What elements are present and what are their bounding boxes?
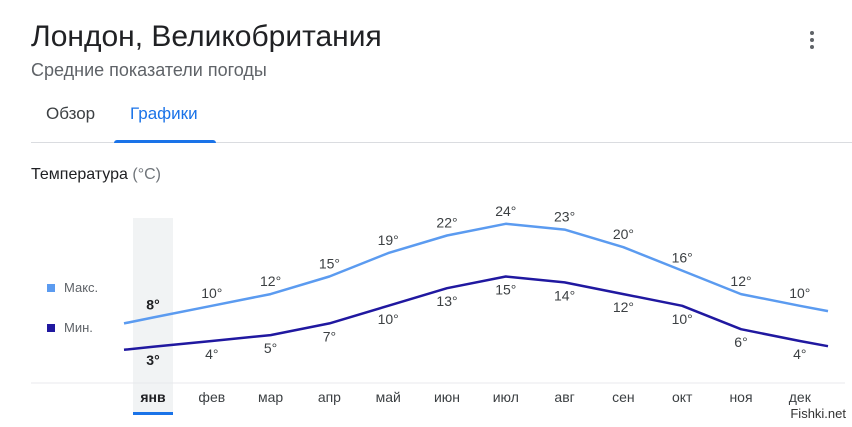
month-tick-label[interactable]: мар bbox=[258, 389, 283, 405]
month-tick-label[interactable]: дек bbox=[789, 389, 812, 405]
page-subtitle: Средние показатели погоды bbox=[31, 60, 267, 80]
min-value-label: 3° bbox=[146, 352, 159, 368]
min-value-label: 7° bbox=[323, 328, 336, 344]
active-tab-indicator bbox=[114, 140, 216, 143]
min-value-label: 4° bbox=[205, 346, 218, 362]
page-title: Лондон, Великобритания bbox=[31, 20, 382, 53]
tab-charts[interactable]: Графики bbox=[130, 104, 198, 123]
month-tick-label[interactable]: май bbox=[376, 389, 401, 405]
section-title: Температура (°C) bbox=[31, 166, 161, 184]
month-tick-label[interactable]: июн bbox=[434, 389, 460, 405]
tab-overview[interactable]: Обзор bbox=[46, 104, 96, 123]
max-value-label: 23° bbox=[554, 209, 575, 225]
selected-month-indicator bbox=[133, 412, 173, 415]
legend-max: Макс. bbox=[47, 280, 98, 295]
min-value-label: 10° bbox=[378, 311, 399, 327]
min-value-label: 10° bbox=[672, 311, 693, 327]
legend-max-label: Макс. bbox=[64, 280, 99, 295]
max-value-label: 19° bbox=[378, 232, 399, 248]
min-value-label: 15° bbox=[495, 282, 516, 298]
max-value-label: 15° bbox=[319, 256, 340, 272]
section-unit: (°C) bbox=[132, 166, 161, 183]
min-value-label: 13° bbox=[436, 293, 457, 309]
max-value-label: 10° bbox=[201, 285, 222, 301]
max-value-label: 12° bbox=[730, 273, 751, 289]
month-tick-label[interactable]: сен bbox=[612, 389, 635, 405]
month-tick-label[interactable]: янв bbox=[140, 389, 166, 405]
min-value-label: 4° bbox=[793, 346, 806, 362]
section-title-text: Температура bbox=[31, 166, 128, 183]
more-dot bbox=[810, 45, 814, 49]
watermark: Fishki.net bbox=[790, 406, 846, 421]
min-value-label: 12° bbox=[613, 299, 634, 315]
max-value-label: 10° bbox=[789, 285, 810, 301]
max-value-label: 16° bbox=[672, 250, 693, 266]
min-temperature-line bbox=[123, 275, 829, 352]
legend-min-label: Мин. bbox=[64, 320, 93, 335]
min-value-label: 14° bbox=[554, 287, 575, 303]
more-options-icon[interactable] bbox=[798, 26, 826, 54]
max-value-label: 8° bbox=[146, 297, 159, 313]
month-tick-label[interactable]: июл bbox=[493, 389, 519, 405]
legend-min-swatch bbox=[47, 323, 55, 332]
month-tick-label[interactable]: фев bbox=[198, 389, 225, 405]
min-value-label: 6° bbox=[734, 334, 747, 350]
max-value-label: 20° bbox=[613, 226, 634, 242]
month-tick-label[interactable]: ноя bbox=[729, 389, 752, 405]
more-dot bbox=[810, 31, 814, 35]
more-dot bbox=[810, 38, 814, 42]
max-value-label: 22° bbox=[436, 214, 457, 230]
month-tick-label[interactable]: апр bbox=[318, 389, 341, 405]
max-value-label: 12° bbox=[260, 273, 281, 289]
legend-max-swatch bbox=[47, 283, 55, 292]
legend-min: Мин. bbox=[47, 320, 93, 335]
min-value-label: 5° bbox=[264, 340, 277, 356]
month-tick-label[interactable]: авг bbox=[554, 389, 574, 405]
tab-bar: Обзор Графики bbox=[31, 96, 852, 143]
max-temperature-line bbox=[123, 222, 829, 325]
month-tick-label[interactable]: окт bbox=[672, 389, 693, 405]
max-value-label: 24° bbox=[495, 203, 516, 219]
